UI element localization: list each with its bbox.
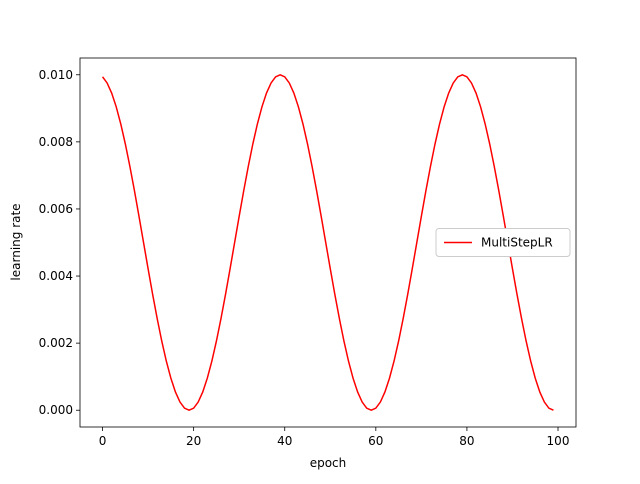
x-tick-label: 0 bbox=[99, 434, 107, 448]
x-tick-label: 60 bbox=[368, 434, 383, 448]
x-axis-label: epoch bbox=[310, 456, 347, 470]
y-tick-label: 0.002 bbox=[39, 336, 73, 350]
y-tick-label: 0.010 bbox=[39, 68, 73, 82]
y-tick-label: 0.004 bbox=[39, 269, 73, 283]
legend-box bbox=[435, 228, 571, 257]
y-tick-label: 0.006 bbox=[39, 202, 73, 216]
legend-label: MultiStepLR bbox=[481, 236, 553, 250]
x-tick-label: 40 bbox=[277, 434, 292, 448]
x-tick-label: 80 bbox=[459, 434, 474, 448]
data-line bbox=[101, 73, 554, 412]
plot-frame bbox=[79, 57, 577, 428]
x-tick-label: 100 bbox=[547, 434, 570, 448]
y-axis-label: learning rate bbox=[9, 203, 23, 280]
y-tick-label: 0.008 bbox=[39, 135, 73, 149]
x-tick-label: 20 bbox=[186, 434, 201, 448]
y-tick-label: 0.000 bbox=[39, 403, 73, 417]
